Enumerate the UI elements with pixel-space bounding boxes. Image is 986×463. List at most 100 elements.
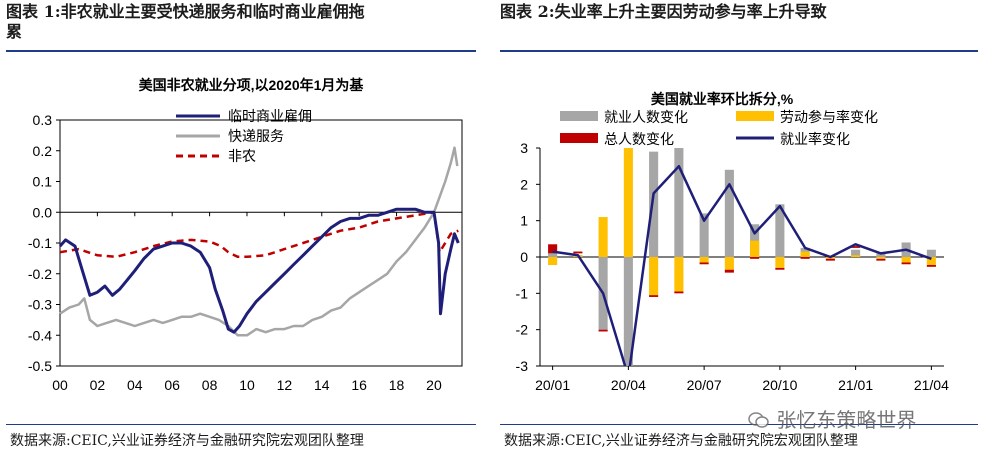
right-y-tick-label: -3	[516, 358, 529, 374]
right-bar-participation	[598, 217, 608, 257]
left-x-tick-label: 06	[164, 377, 180, 393]
left-legend-label: 临时商业雇佣	[228, 108, 312, 124]
left-series-nonfarm	[59, 211, 459, 259]
right-bar-population	[825, 258, 835, 261]
right-bar-participation	[623, 148, 633, 257]
right-bar-participation	[901, 257, 911, 263]
left-legend-label: 快递服务	[228, 128, 284, 144]
right-bar-population	[851, 246, 861, 248]
left-x-tick-label: 00	[52, 377, 68, 393]
right-bar-participation	[699, 257, 709, 263]
left-x-tick-label: 20	[426, 377, 442, 393]
right-legend-swatch	[736, 111, 774, 121]
right-bar-population	[598, 329, 608, 332]
right-bar-employment	[699, 213, 709, 257]
right-chart-axes: 美国就业率环比拆分,% 3 2 1 0 -1 -2 -3 20/01 20/04 20/07 20/1…	[516, 91, 950, 393]
right-bar-population	[573, 251, 583, 254]
left-y-tick-label: -0.1	[28, 235, 52, 251]
right-bar-employment	[623, 257, 633, 366]
right-source-note: 数据来源:CEIC,兴业证券经济与金融研究院宏观团队整理	[504, 433, 858, 449]
right-bar-population	[800, 257, 810, 259]
wechat-icon	[748, 410, 770, 428]
right-bar-population	[724, 269, 734, 273]
right-bar-population	[649, 295, 659, 297]
right-bar-employment	[674, 148, 684, 257]
right-bar-participation	[926, 257, 936, 265]
right-bar-participation	[851, 255, 861, 257]
left-figure-title-line1: 图表 1:非农就业主要受快递服务和临时商业雇佣拖	[6, 2, 365, 21]
right-bar-population	[901, 262, 911, 265]
right-bar-population	[876, 258, 886, 261]
right-x-tick-label: 20/07	[687, 377, 722, 393]
right-legend-label: 总人数变化	[604, 131, 674, 147]
right-chart-line	[552, 164, 932, 366]
right-legend-swatch	[560, 133, 598, 143]
right-bar-participation	[649, 257, 659, 296]
right-x-tick-label: 21/04	[914, 377, 949, 393]
left-x-tick-label: 14	[314, 377, 330, 393]
left-chart-axes: 美国非农就业分项,以2020年1月为基 0.3 0.2 0.1 0.0 -0.1 -0.2 -…	[28, 77, 463, 393]
left-x-tick-label: 12	[277, 377, 293, 393]
right-bar-participation	[750, 240, 760, 257]
left-source-note: 数据来源:CEIC,兴业证券经济与金融研究院宏观团队整理	[10, 433, 364, 449]
left-x-tick-label: 18	[389, 377, 405, 393]
left-y-tick-label: -0.5	[28, 358, 52, 374]
right-chart: 美国就业率环比拆分,% 3 2 1 0 -1 -2 -3 20/01 20/04 20/07 20/1…	[516, 91, 950, 393]
right-legend-label: 劳动参与率变化	[780, 109, 878, 125]
left-legend-label: 非农	[228, 148, 256, 164]
right-bar-participation	[724, 257, 734, 270]
left-series-courier	[59, 146, 459, 337]
left-chart: 美国非农就业分项,以2020年1月为基 0.3 0.2 0.1 0.0 -0.1 -0.2 -…	[28, 77, 463, 393]
right-bar-population	[775, 267, 785, 270]
left-figure-title: 图表 1:非农就业主要受快递服务和临时商业雇佣拖 累	[6, 2, 476, 42]
left-footer-rule	[6, 424, 476, 425]
right-bar-employment	[926, 249, 936, 257]
right-bar-participation	[775, 257, 785, 268]
right-x-tick-label: 20/10	[762, 377, 797, 393]
right-y-tick-label: 2	[520, 176, 528, 192]
right-header-rule	[500, 50, 978, 52]
right-bar-employment	[876, 253, 886, 257]
left-x-tick-label: 10	[239, 377, 255, 393]
right-footer-rule	[500, 424, 978, 425]
left-plot-frame	[59, 119, 463, 367]
right-bar-employment	[724, 169, 734, 257]
right-bar-population	[750, 257, 760, 259]
left-y-tick-label: -0.2	[28, 266, 52, 282]
right-bar-participation	[876, 257, 886, 259]
right-bar-population	[674, 291, 684, 294]
right-y-tick-label: 0	[520, 249, 528, 265]
left-series-temp-help	[58, 207, 460, 334]
right-y-tick-label: 3	[520, 140, 528, 156]
right-y-tick-label: -1	[516, 285, 529, 301]
right-legend-label: 就业率变化	[780, 131, 850, 147]
left-y-tick-label: -0.4	[28, 327, 52, 343]
right-x-tick-label: 20/04	[611, 377, 646, 393]
right-bar-employment	[548, 253, 558, 257]
right-bar-participation	[800, 251, 810, 257]
left-header-rule	[6, 50, 476, 52]
left-chart-title: 美国非农就业分项,以2020年1月为基	[139, 77, 365, 93]
watermark-text: 张忆东策略世界	[776, 408, 917, 432]
left-x-tick-label: 02	[90, 377, 106, 393]
right-y-tick-label: 1	[520, 213, 528, 229]
right-bar-population	[548, 244, 558, 254]
left-x-tick-label: 04	[127, 377, 143, 393]
right-legend-swatch	[560, 111, 598, 121]
left-chart-series	[58, 146, 460, 337]
watermark: 张忆东策略世界	[748, 404, 916, 433]
right-x-tick-label: 21/01	[838, 377, 873, 393]
right-bar-participation	[548, 257, 558, 265]
right-bar-employment	[775, 204, 785, 257]
right-legend-label: 就业人数变化	[604, 109, 688, 125]
left-x-tick-label: 08	[202, 377, 218, 393]
left-x-tick-label: 16	[351, 377, 367, 393]
right-bar-population	[926, 264, 936, 267]
left-y-tick-label: 0.0	[33, 204, 53, 220]
left-figure-title-line2: 累	[6, 22, 23, 41]
right-bar-employment	[851, 249, 861, 257]
right-bar-employment	[649, 151, 659, 257]
right-bar-population	[699, 262, 709, 265]
